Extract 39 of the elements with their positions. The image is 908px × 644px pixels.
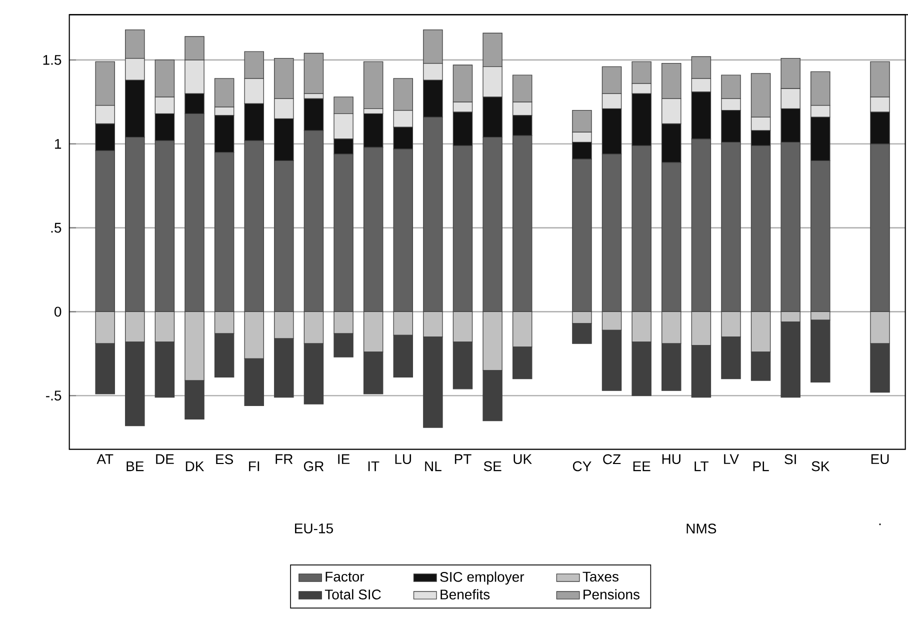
x-tick-label: EE <box>633 461 650 472</box>
x-tick-label: UK <box>514 454 532 464</box>
x-tick-label: CY <box>572 461 592 472</box>
x-tick-label: LT <box>694 461 708 472</box>
x-tick-label: LV <box>724 454 739 464</box>
x-tick-label: SI <box>784 454 796 464</box>
x-tick-label: PL <box>753 461 769 472</box>
y-tick-label: .5 <box>51 222 62 233</box>
x-tick-label: LU <box>395 454 412 464</box>
x-tick-label: DK <box>186 461 204 472</box>
x-tick-label: SE <box>484 461 502 472</box>
x-tick-label: DE <box>156 454 174 464</box>
y-tick-label: 1 <box>55 139 62 149</box>
legend-label: Total SIC <box>324 589 381 600</box>
y-tick-label: 1.5 <box>43 55 62 65</box>
x-tick-label: FR <box>276 454 293 464</box>
x-tick-label: HU <box>662 454 680 464</box>
legend-label: SIC employer <box>440 572 524 585</box>
text: . <box>879 524 881 526</box>
x-tick-label: ES <box>216 454 234 464</box>
x-tick-label: EU <box>871 454 889 464</box>
x-tick-label: BE <box>126 461 144 472</box>
x-tick-label: PT <box>454 454 472 464</box>
x-tick-label: SK <box>812 461 830 472</box>
legend-label: Pensions <box>584 589 640 600</box>
x-tick-label: FI <box>249 461 260 472</box>
x-tick-label: NL <box>425 461 442 472</box>
legend-label: Taxes <box>582 572 618 582</box>
y-tick-label: -.5 <box>46 390 62 401</box>
legend-label: Benefits <box>440 589 490 600</box>
x-tick-label: IT <box>368 461 380 472</box>
text: NMS <box>686 524 716 534</box>
text: EU-15 <box>295 524 333 534</box>
x-tick-label: AT <box>96 454 114 464</box>
legend-label: Factor <box>326 572 364 582</box>
x-tick-label: IE <box>338 454 350 464</box>
x-tick-label: GR <box>304 461 324 472</box>
x-tick-label: CZ <box>603 454 621 464</box>
y-tick-label: 0 <box>54 306 62 317</box>
